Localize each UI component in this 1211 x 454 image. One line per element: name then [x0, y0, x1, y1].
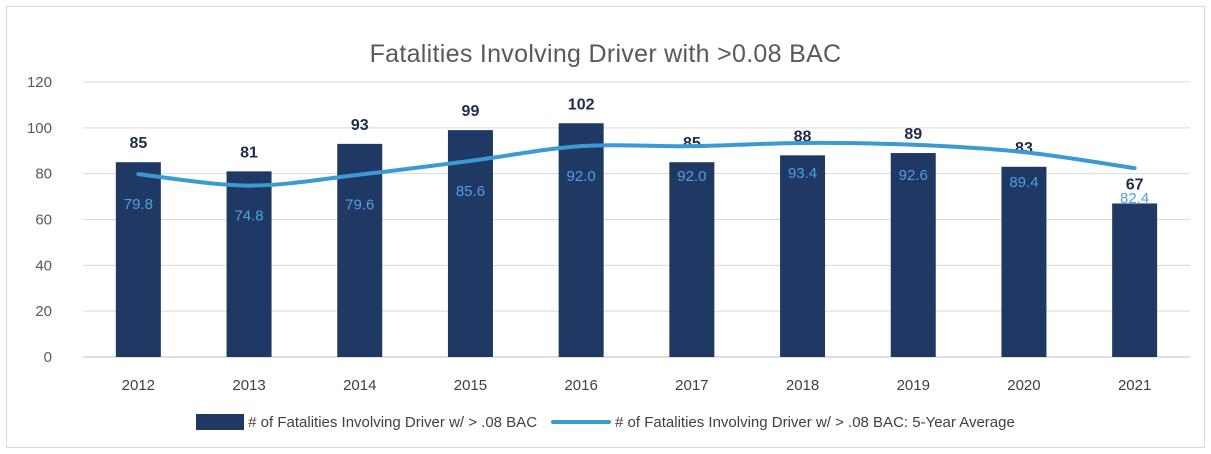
y-tick-label: 100	[27, 120, 52, 137]
bar	[890, 153, 936, 357]
bar	[1001, 166, 1047, 357]
bar-data-label: 102	[568, 96, 595, 113]
x-tick-label: 2014	[343, 377, 376, 394]
bar	[558, 123, 604, 357]
line-data-label: 74.8	[234, 208, 263, 225]
legend-item-line: # of Fatalities Involving Driver w/ > .0…	[551, 414, 1015, 431]
line-data-label: 92.0	[677, 168, 706, 185]
average-line	[136, 140, 1137, 188]
average-line-series	[136, 140, 1137, 188]
x-tick-label: 2015	[454, 377, 487, 394]
bar-data-label: 93	[351, 117, 369, 134]
chart-title: Fatalities Involving Driver with >0.08 B…	[369, 40, 842, 68]
legend-swatch-line	[551, 420, 612, 424]
x-tick-label: 2017	[675, 377, 708, 394]
bar-data-label: 85	[129, 135, 147, 152]
x-tick-label: 2018	[786, 377, 819, 394]
x-tick-label: 2016	[564, 377, 597, 394]
x-tick-label: 2020	[1007, 377, 1040, 394]
bar	[447, 130, 493, 357]
line-data-label: 92.0	[567, 168, 596, 185]
line-data-label: 79.8	[124, 196, 153, 213]
x-tick-label: 2013	[232, 377, 265, 394]
bar-data-label: 85	[683, 135, 701, 152]
line-data-label: 79.6	[345, 197, 374, 214]
legend-label-line: # of Fatalities Involving Driver w/ > .0…	[615, 413, 1015, 431]
y-tick-label: 120	[27, 74, 52, 91]
bar	[780, 155, 826, 357]
bar	[337, 143, 383, 357]
line-data-label: 93.4	[788, 165, 817, 182]
line-data-label: 85.6	[456, 183, 485, 200]
bar-series	[115, 123, 1158, 357]
bar	[1112, 203, 1158, 357]
bar-data-label: 67	[1126, 176, 1144, 193]
x-axis-tick-labels: 2012 2013 2014 2015 2016 2017 2018 2019 2020 2021	[122, 377, 1152, 394]
line-data-label: 92.6	[899, 167, 928, 184]
x-tick-label: 2021	[1118, 377, 1151, 394]
bar	[115, 162, 161, 357]
y-tick-label: 20	[35, 303, 52, 320]
bar	[669, 162, 715, 357]
y-tick-label: 0	[44, 349, 52, 366]
line-data-labels: 79.8 74.8 79.6 85.6 92.0 92.0 93.4 92.6 89.4 82.4	[124, 165, 1150, 225]
bar-data-label: 89	[904, 126, 922, 143]
bar-data-label: 99	[462, 103, 480, 120]
legend-swatch-bar	[196, 414, 245, 430]
line-data-label: 89.4	[1009, 174, 1038, 191]
y-tick-label: 80	[35, 166, 52, 183]
y-tick-label: 40	[35, 257, 52, 274]
legend-label-bar: # of Fatalities Involving Driver w/ > .0…	[248, 413, 538, 431]
bar-data-label: 81	[240, 144, 258, 161]
x-tick-label: 2019	[897, 377, 930, 394]
x-tick-label: 2012	[122, 377, 155, 394]
bar	[226, 171, 272, 357]
y-tick-label: 60	[35, 212, 52, 229]
legend: # of Fatalities Involving Driver w/ > .0…	[0, 408, 1211, 436]
legend-item-bar: # of Fatalities Involving Driver w/ > .0…	[196, 414, 537, 431]
line-data-label: 82.4	[1120, 190, 1149, 207]
y-axis-tick-labels: 0 20 40 60 80 100 120	[27, 74, 52, 366]
